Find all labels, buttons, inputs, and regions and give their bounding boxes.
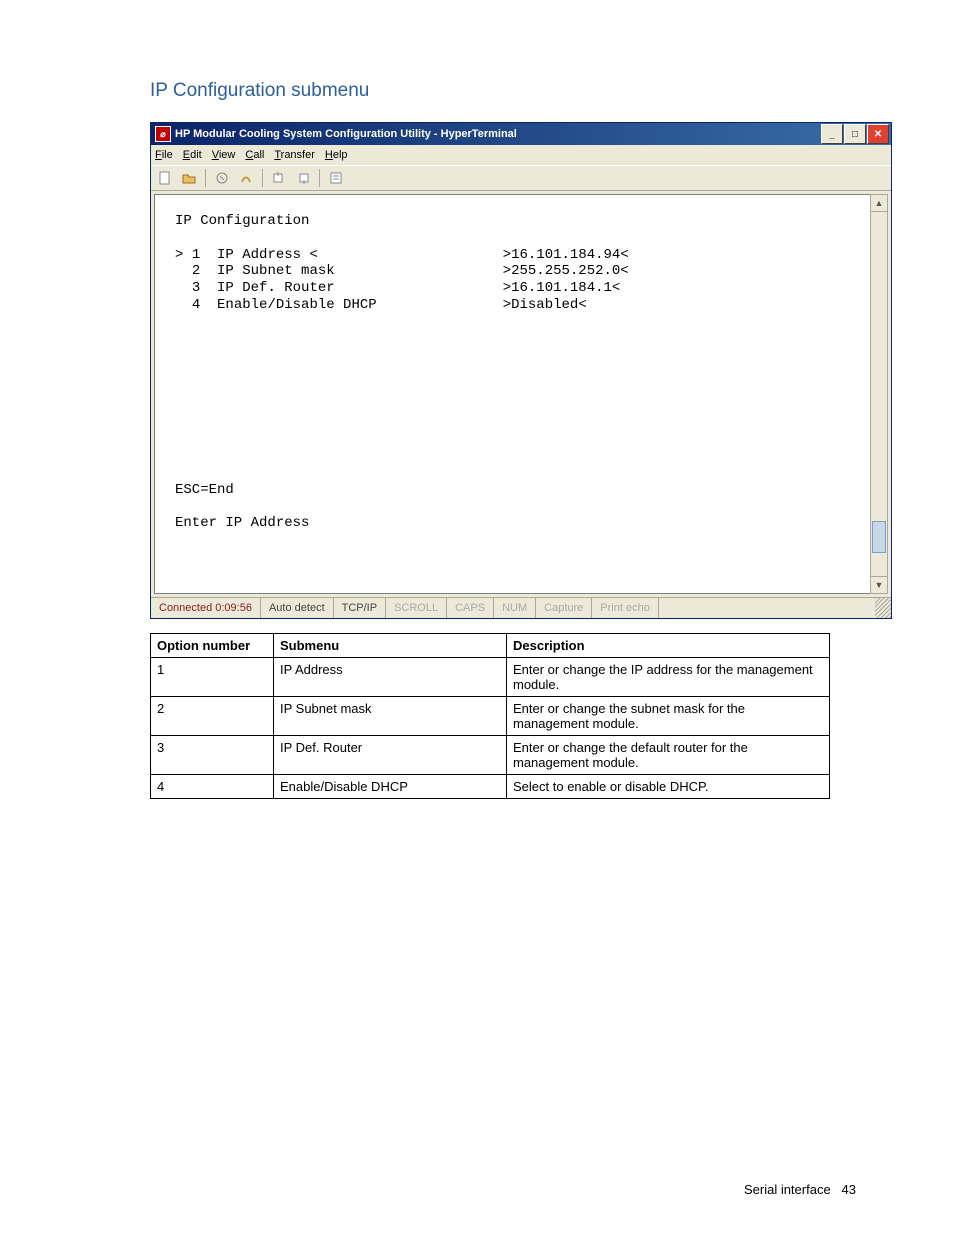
titlebar: ⌀ HP Modular Cooling System Configuratio… xyxy=(151,123,891,145)
header-submenu: Submenu xyxy=(274,634,507,658)
table-row: 4 Enable/Disable DHCP Select to enable o… xyxy=(151,775,830,799)
scroll-up-icon[interactable]: ▲ xyxy=(871,195,887,212)
cell-sub: IP Def. Router xyxy=(274,736,507,775)
term-esc: ESC=End xyxy=(175,482,234,498)
app-icon: ⌀ xyxy=(155,126,171,142)
status-connected: Connected 0:09:56 xyxy=(151,598,261,618)
status-capture: Capture xyxy=(536,598,592,618)
toolbar xyxy=(151,165,891,191)
term-row-2: 2 IP Subnet mask >255.255.252.0< xyxy=(175,263,629,279)
term-row-3: 3 IP Def. Router >16.101.184.1< xyxy=(175,280,620,296)
cell-desc: Enter or change the default router for t… xyxy=(507,736,830,775)
cell-sub: Enable/Disable DHCP xyxy=(274,775,507,799)
options-table: Option number Submenu Description 1 IP A… xyxy=(150,633,830,799)
status-proto: TCP/IP xyxy=(334,598,386,618)
term-prompt: Enter IP Address xyxy=(175,515,309,531)
table-row: 2 IP Subnet mask Enter or change the sub… xyxy=(151,697,830,736)
minimize-button[interactable]: _ xyxy=(821,124,843,144)
status-caps: CAPS xyxy=(447,598,494,618)
disconnect-icon[interactable] xyxy=(236,168,256,188)
status-detect: Auto detect xyxy=(261,598,334,618)
new-icon[interactable] xyxy=(155,168,175,188)
cell-desc: Enter or change the subnet mask for the … xyxy=(507,697,830,736)
open-icon[interactable] xyxy=(179,168,199,188)
footer-page: 43 xyxy=(842,1182,856,1197)
table-header-row: Option number Submenu Description xyxy=(151,634,830,658)
cell-num: 3 xyxy=(151,736,274,775)
term-row-4: 4 Enable/Disable DHCP >Disabled< xyxy=(175,297,587,313)
scroll-thumb[interactable] xyxy=(872,521,886,553)
menubar: File Edit View Call Transfer Help xyxy=(151,145,891,165)
status-num: NUM xyxy=(494,598,536,618)
properties-icon[interactable] xyxy=(326,168,346,188)
terminal-wrap: IP Configuration > 1 IP Address < >16.10… xyxy=(151,191,891,597)
table-row: 3 IP Def. Router Enter or change the def… xyxy=(151,736,830,775)
header-description: Description xyxy=(507,634,830,658)
cell-desc: Select to enable or disable DHCP. xyxy=(507,775,830,799)
cell-sub: IP Address xyxy=(274,658,507,697)
header-option-number: Option number xyxy=(151,634,274,658)
resize-grip-icon[interactable] xyxy=(875,598,891,618)
footer-label: Serial interface xyxy=(744,1182,831,1197)
menu-view[interactable]: View xyxy=(212,149,236,161)
menu-edit[interactable]: Edit xyxy=(183,149,202,161)
cell-desc: Enter or change the IP address for the m… xyxy=(507,658,830,697)
receive-icon[interactable] xyxy=(293,168,313,188)
menu-file[interactable]: File xyxy=(155,149,173,161)
toolbar-separator xyxy=(205,169,206,187)
vertical-scrollbar[interactable]: ▲ ▼ xyxy=(870,194,888,594)
toolbar-separator-2 xyxy=(262,169,263,187)
section-heading: IP Configuration submenu xyxy=(150,80,894,102)
window-title: HP Modular Cooling System Configuration … xyxy=(175,128,821,140)
menu-transfer[interactable]: Transfer xyxy=(274,149,315,161)
cell-num: 1 xyxy=(151,658,274,697)
cell-sub: IP Subnet mask xyxy=(274,697,507,736)
maximize-button[interactable]: □ xyxy=(844,124,866,144)
status-scroll: SCROLL xyxy=(386,598,447,618)
close-button[interactable]: ✕ xyxy=(867,124,889,144)
send-icon[interactable] xyxy=(269,168,289,188)
term-heading: IP Configuration xyxy=(175,213,309,229)
cell-num: 2 xyxy=(151,697,274,736)
toolbar-separator-3 xyxy=(319,169,320,187)
window-buttons: _ □ ✕ xyxy=(821,124,889,144)
scroll-down-icon[interactable]: ▼ xyxy=(871,576,887,593)
cell-num: 4 xyxy=(151,775,274,799)
terminal-output: IP Configuration > 1 IP Address < >16.10… xyxy=(154,194,888,594)
statusbar: Connected 0:09:56 Auto detect TCP/IP SCR… xyxy=(151,597,891,618)
menu-call[interactable]: Call xyxy=(245,149,264,161)
status-printecho: Print echo xyxy=(592,598,659,618)
term-row-1: > 1 IP Address < >16.101.184.94< xyxy=(175,247,629,263)
page: IP Configuration submenu ⌀ HP Modular Co… xyxy=(0,0,954,799)
menu-help[interactable]: Help xyxy=(325,149,348,161)
call-icon[interactable] xyxy=(212,168,232,188)
hyperterminal-window: ⌀ HP Modular Cooling System Configuratio… xyxy=(150,122,892,619)
table-row: 1 IP Address Enter or change the IP addr… xyxy=(151,658,830,697)
page-footer: Serial interface 43 xyxy=(744,1182,856,1197)
